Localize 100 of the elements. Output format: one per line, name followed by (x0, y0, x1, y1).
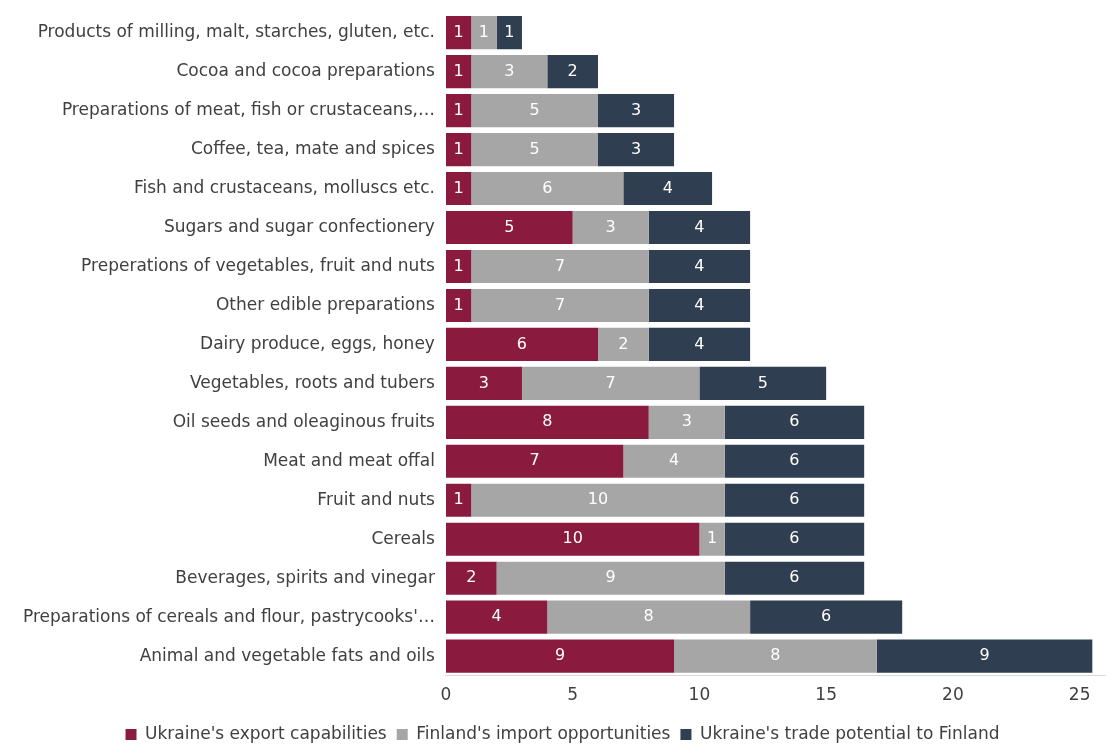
bar (445, 210, 573, 245)
data-label: 6 (789, 567, 800, 587)
bar (750, 600, 903, 634)
data-label: 3 (630, 138, 642, 158)
data-label: 1 (453, 60, 464, 80)
data-label: 9 (554, 645, 566, 665)
data-label: 2 (567, 60, 578, 80)
data-label: 1 (453, 294, 464, 314)
data-label: 1 (453, 255, 464, 275)
bar (724, 444, 865, 478)
data-label: 8 (643, 606, 654, 626)
data-label: 1 (453, 489, 464, 509)
y-tick-label: Animal and vegetable fats and oils (139, 644, 436, 665)
y-tick-label: Products of milling, malt, starches, gluten, etc. (37, 21, 435, 42)
data-label: 10 (587, 489, 609, 509)
bar (445, 55, 472, 89)
bar (496, 16, 522, 50)
bar (623, 171, 713, 206)
bar (471, 94, 599, 128)
data-label: 3 (681, 411, 692, 431)
x-tick-label: 0 (440, 684, 452, 705)
bar (724, 483, 865, 517)
bar (521, 366, 700, 400)
bar (445, 483, 472, 517)
data-label: 7 (554, 294, 566, 314)
data-label: 1 (453, 138, 464, 158)
bar (724, 405, 865, 439)
bar (471, 16, 497, 50)
bar (496, 561, 725, 595)
data-label: 2 (618, 333, 629, 353)
y-tick-label: Coffee, tea, mate and spices (190, 138, 436, 158)
bar (471, 288, 649, 322)
bar (648, 405, 725, 439)
data-label: 3 (605, 216, 616, 236)
bar (445, 288, 472, 322)
bar (471, 249, 649, 284)
bar (445, 405, 649, 439)
bar (445, 133, 472, 167)
bar (445, 249, 472, 284)
data-label: 1 (453, 99, 464, 119)
data-label: 1 (478, 21, 490, 41)
data-label: 7 (605, 372, 616, 392)
data-label: 4 (694, 255, 705, 275)
bar (648, 327, 751, 361)
bar (445, 94, 472, 128)
data-label: 6 (789, 489, 800, 509)
bar (699, 366, 827, 400)
y-tick-label: Fruit and nuts (317, 488, 436, 509)
x-tick-label: 5 (567, 684, 579, 705)
bar (547, 55, 599, 89)
bar (547, 600, 751, 634)
y-tick-label: Oil seeds and oleaginous fruits (172, 410, 436, 431)
data-label: 4 (662, 177, 673, 197)
y-tick-label: Other edible preparations (215, 293, 436, 314)
y-tick-label: Cocoa and cocoa preparations (176, 60, 436, 81)
data-label: 7 (554, 255, 566, 275)
bar (623, 444, 725, 478)
bar (471, 133, 599, 167)
bar (445, 639, 675, 673)
data-label: 6 (542, 177, 553, 197)
bar (598, 133, 675, 167)
bar (648, 210, 751, 245)
y-tick-label: Meat and meat offal (263, 449, 435, 470)
bar (471, 483, 725, 517)
data-label: 3 (630, 99, 642, 119)
data-label: 6 (821, 606, 832, 626)
data-label: 9 (979, 645, 990, 665)
bar (598, 327, 649, 361)
data-label: 4 (491, 606, 502, 626)
data-label: 5 (504, 216, 515, 236)
bar (445, 522, 700, 556)
bar (598, 94, 675, 128)
bar (445, 444, 624, 478)
data-label: 3 (478, 372, 490, 392)
bar (648, 249, 751, 284)
y-tick-label: Preperations of vegetables, fruit and nuts (81, 254, 436, 275)
data-label: 6 (516, 333, 528, 353)
data-label: 6 (789, 528, 800, 548)
bar (876, 639, 1093, 673)
data-label: 4 (694, 216, 705, 236)
data-label: 2 (466, 567, 477, 587)
data-label: 3 (504, 60, 515, 80)
data-label: 6 (789, 411, 800, 431)
y-tick-label: Preparations of meat, fish or crustaceans,… (61, 99, 435, 120)
data-label: 5 (529, 99, 540, 119)
bar (471, 55, 548, 89)
bar (445, 16, 472, 50)
x-tick-label: 15 (815, 684, 837, 705)
data-label: 1 (453, 177, 464, 197)
data-label: 10 (562, 528, 583, 548)
y-tick-label: Beverages, spirits and vinegar (175, 566, 435, 587)
legend-label: Ukraine's trade potential to Finland (699, 722, 1000, 743)
y-tick-label: Preparations of cereals and flour, pastrycooks'… (22, 605, 435, 626)
legend-label: Finland's import opportunities (416, 722, 671, 743)
bar (445, 366, 522, 400)
bar (674, 639, 877, 673)
bar (471, 171, 624, 206)
data-label: 4 (694, 333, 705, 353)
y-tick-label: Cereals (371, 527, 436, 548)
bar (572, 210, 649, 245)
